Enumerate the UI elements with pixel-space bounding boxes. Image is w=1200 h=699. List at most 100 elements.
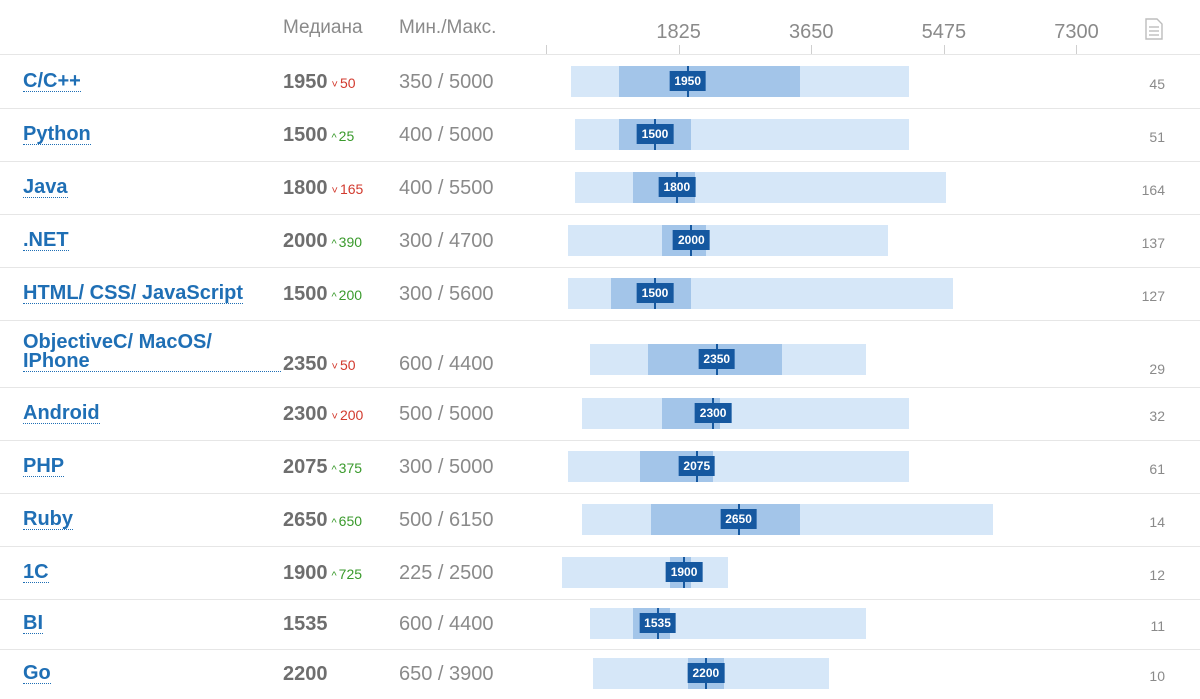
arrow-up-icon: ^ <box>331 237 337 250</box>
median-data-label: 2300 <box>694 402 732 423</box>
median-value: 1500 ^ 200 <box>283 283 362 306</box>
language-link[interactable]: Android <box>23 401 100 424</box>
min-max-value: 350 / 5000 <box>399 70 494 93</box>
language-link[interactable]: BI <box>23 612 43 634</box>
arrow-up-icon: ^ <box>331 131 337 144</box>
median-change: ˅ 165 <box>332 181 364 197</box>
response-count: 29 <box>1149 361 1165 377</box>
table-row: Go 2200 650 / 3900 2200 10 <box>0 649 1200 699</box>
median-data-label: 2650 <box>720 508 757 529</box>
table-row: C/C++ 1950 ˅ 50 350 / 5000 1950 45 <box>0 55 1200 109</box>
min-max-value: 300 / 5000 <box>399 455 494 478</box>
median-change: ^ 375 <box>332 460 363 476</box>
median-change: ^ 390 <box>332 234 363 250</box>
min-max-value: 600 / 4400 <box>399 353 494 375</box>
language-link[interactable]: ObjectiveC/ MacOS/ IPhone <box>23 332 281 372</box>
median-data-label: 1500 <box>636 123 674 144</box>
median-change: ^ 650 <box>332 513 363 529</box>
median-change-value: 165 <box>339 180 364 197</box>
response-count: 127 <box>1141 287 1165 304</box>
median-change: ˅ 50 <box>332 357 356 373</box>
language-link[interactable]: Java <box>23 175 68 198</box>
arrow-down-icon: ˅ <box>331 361 338 373</box>
table-header: Медиана Мин./Макс. 1825 3650 5475 7300 <box>0 0 1200 55</box>
language-link[interactable]: Ruby <box>23 507 73 530</box>
median-change: ˅ 50 <box>332 75 356 91</box>
language-link[interactable]: PHP <box>23 454 65 477</box>
response-count: 11 <box>1150 618 1165 634</box>
axis-tick-line <box>811 45 813 54</box>
response-count: 137 <box>1141 234 1165 251</box>
median-change: ˅ 200 <box>332 407 364 423</box>
salary-range-bar <box>567 450 910 482</box>
median-change-value: 25 <box>338 127 355 144</box>
axis-tick-label: 1825 <box>656 21 701 43</box>
axis-tick-label: 5475 <box>921 21 967 43</box>
language-link[interactable]: 1C <box>23 560 49 583</box>
table-row: .NET 2000 ^ 390 300 / 4700 2000 137 <box>0 214 1200 268</box>
median-data-label: 2000 <box>672 229 710 250</box>
axis-tick-line <box>1076 45 1078 54</box>
response-count: 164 <box>1141 181 1165 198</box>
table-row: ObjectiveC/ MacOS/ IPhone 2350 ˅ 50 600 / 44… <box>0 320 1200 388</box>
arrow-up-icon: ^ <box>331 569 337 582</box>
table-row: Java 1800 ˅ 165 400 / 5500 1800 164 <box>0 161 1200 215</box>
median-value: 2200 <box>283 663 328 686</box>
min-max-value: 400 / 5500 <box>399 176 494 199</box>
min-max-value: 650 / 3900 <box>399 663 494 685</box>
median-change: ^ 200 <box>332 287 363 303</box>
table-row: Python 1500 ^ 25 400 / 5000 1500 51 <box>0 108 1200 162</box>
median-change-value: 200 <box>339 406 364 423</box>
median-change-value: 725 <box>338 565 363 582</box>
response-count: 51 <box>1149 128 1165 145</box>
response-count: 61 <box>1149 460 1165 477</box>
median-data-label: 2200 <box>687 663 725 683</box>
median-number: 1800 <box>283 176 328 199</box>
salary-range-bar <box>582 397 910 429</box>
min-max-value: 225 / 2500 <box>399 561 494 584</box>
table-row: Ruby 2650 ^ 650 500 / 6150 2650 14 <box>0 493 1200 547</box>
min-max-value: 300 / 4700 <box>399 229 494 252</box>
arrow-up-icon: ^ <box>331 290 337 303</box>
median-change: ^ 725 <box>332 566 363 582</box>
arrow-up-icon: ^ <box>331 516 337 529</box>
median-value: 2650 ^ 650 <box>283 509 362 532</box>
median-change-value: 50 <box>339 357 356 373</box>
response-count: 10 <box>1149 668 1165 684</box>
salary-range-bar <box>575 171 946 203</box>
salary-range-bar <box>567 224 888 256</box>
median-value: 2350 ˅ 50 <box>283 353 356 376</box>
language-link[interactable]: Go <box>23 662 51 684</box>
median-number: 2200 <box>283 663 328 685</box>
median-value: 2300 ˅ 200 <box>283 403 363 426</box>
axis-origin-line <box>546 45 547 54</box>
axis-tick-label: 7300 <box>1054 21 1099 43</box>
median-value: 1535 <box>283 613 328 636</box>
median-data-label: 1500 <box>636 282 674 303</box>
median-number: 2000 <box>283 229 328 252</box>
min-max-value: 400 / 5000 <box>399 123 494 146</box>
median-number: 2350 <box>283 353 328 375</box>
median-value: 1950 ˅ 50 <box>283 71 356 94</box>
median-change-value: 50 <box>339 74 356 91</box>
median-data-label: 2350 <box>698 349 736 369</box>
axis-tick-label: 3650 <box>788 21 834 43</box>
median-number: 2650 <box>283 508 328 531</box>
table-row: BI 1535 600 / 4400 1535 11 <box>0 599 1200 650</box>
min-max-value: 500 / 6150 <box>399 508 494 531</box>
language-link[interactable]: C/C++ <box>23 69 81 92</box>
median-value: 2000 ^ 390 <box>283 230 362 253</box>
language-link[interactable]: .NET <box>23 228 69 251</box>
median-change-value: 390 <box>338 233 363 250</box>
median-column-header: Медиана <box>283 17 363 38</box>
table-row: PHP 2075 ^ 375 300 / 5000 2075 61 <box>0 440 1200 494</box>
arrow-down-icon: ˅ <box>331 184 338 197</box>
median-change-value: 650 <box>338 512 363 529</box>
axis-tick-line <box>943 45 945 54</box>
median-data-label: 1535 <box>639 613 676 633</box>
table-row: Android 2300 ˅ 200 500 / 5000 2300 32 <box>0 387 1200 441</box>
min-max-value: 500 / 5000 <box>399 402 494 425</box>
median-data-label: 1950 <box>669 70 707 91</box>
language-link[interactable]: Python <box>23 122 91 145</box>
language-link[interactable]: HTML/ CSS/ JavaScript <box>23 281 244 304</box>
